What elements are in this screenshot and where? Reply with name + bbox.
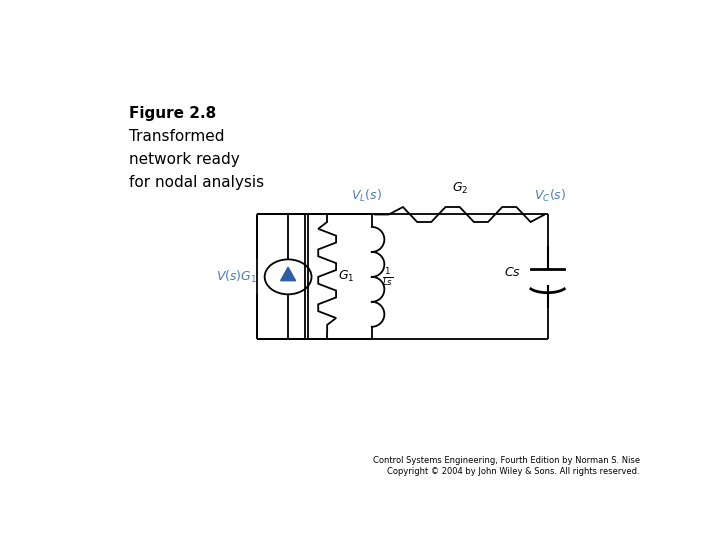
Text: Figure 2.8: Figure 2.8 bbox=[129, 106, 216, 122]
Text: Control Systems Engineering, Fourth Edition by Norman S. Nise: Control Systems Engineering, Fourth Edit… bbox=[372, 456, 639, 465]
Text: network ready: network ready bbox=[129, 152, 240, 167]
Text: Copyright © 2004 by John Wiley & Sons. All rights reserved.: Copyright © 2004 by John Wiley & Sons. A… bbox=[387, 468, 639, 476]
Text: $V_C(s)$: $V_C(s)$ bbox=[534, 188, 567, 204]
Text: $G_1$: $G_1$ bbox=[338, 269, 355, 285]
Text: $V(s)G_1$: $V(s)G_1$ bbox=[216, 269, 258, 285]
Text: $\frac{1}{Ls}$: $\frac{1}{Ls}$ bbox=[382, 266, 393, 288]
Text: $V_L(s)$: $V_L(s)$ bbox=[351, 188, 382, 204]
Text: $G_2$: $G_2$ bbox=[451, 181, 468, 196]
Polygon shape bbox=[281, 267, 296, 281]
Text: $Cs$: $Cs$ bbox=[504, 266, 521, 279]
Text: Transformed: Transformed bbox=[129, 129, 225, 144]
Text: for nodal analysis: for nodal analysis bbox=[129, 175, 264, 190]
